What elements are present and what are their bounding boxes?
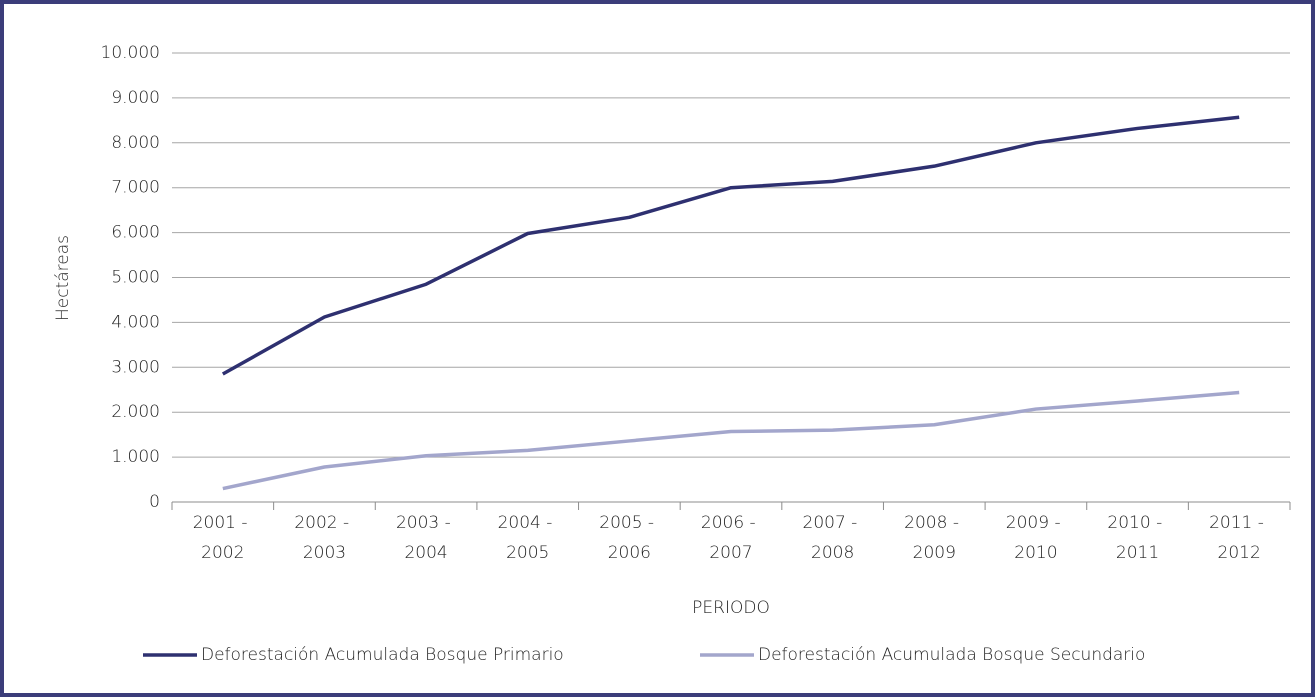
legend-label: Deforestación Acumulada Bosque Secundari… [758, 645, 1145, 665]
x-axis-title: PERIODO [692, 598, 770, 618]
y-tick-label: 6.000 [111, 223, 160, 243]
y-tick-label: 8.000 [111, 133, 160, 153]
x-tick-label: 2002 - 2003 [294, 513, 354, 563]
y-tick-label: 5.000 [111, 268, 160, 288]
y-tick-label: 1.000 [111, 447, 160, 467]
x-tick-label: 2008 - 2009 [904, 513, 964, 563]
x-tick-label: 2004 - 2005 [498, 513, 558, 563]
x-tick-label: 2009 - 2010 [1006, 513, 1066, 563]
y-tick-label: 2.000 [111, 402, 160, 422]
x-tick-label: 2011 - 2012 [1209, 513, 1269, 563]
series-line [221, 115, 1240, 376]
y-tick-label: 9.000 [111, 88, 160, 108]
legend-label: Deforestación Acumulada Bosque Primario [201, 645, 564, 665]
y-tick-label: 10.000 [101, 43, 160, 63]
x-tick-label: 2010 - 2011 [1107, 513, 1167, 563]
x-tick-label: 2007 - 2008 [803, 513, 863, 563]
x-tick-label: 2001 - 2002 [193, 513, 253, 563]
x-tick-label: 2003 - 2004 [396, 513, 456, 563]
y-axis-title: Hectáreas [53, 235, 73, 321]
y-tick-label: 0 [149, 492, 160, 512]
x-tick-label: 2005 - 2006 [599, 513, 659, 563]
y-tick-label: 4.000 [111, 312, 160, 332]
x-tick-label: 2006 - 2007 [701, 513, 761, 563]
series-line [222, 390, 1240, 491]
y-tick-label: 7.000 [111, 178, 160, 198]
y-tick-label: 3.000 [111, 357, 160, 377]
